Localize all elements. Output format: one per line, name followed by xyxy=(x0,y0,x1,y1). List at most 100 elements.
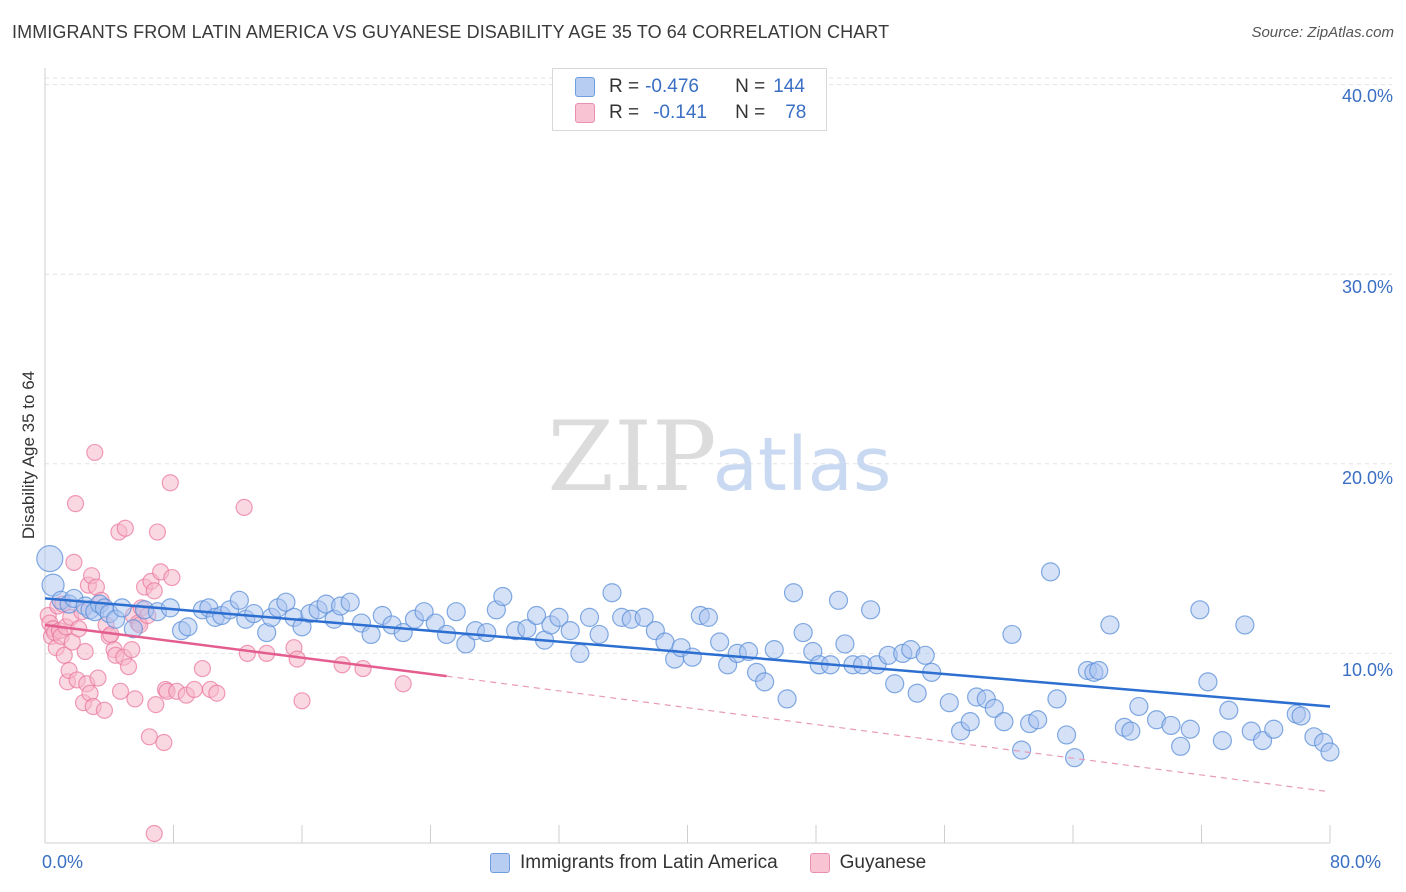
data-point-latin-america xyxy=(1056,725,1077,745)
legend-item-guyanese[interactable]: Guyanese xyxy=(809,852,927,874)
legend-item-latin-america[interactable]: Immigrants from Latin America xyxy=(490,852,778,874)
trend-lines xyxy=(44,597,1331,793)
data-point-guyanese xyxy=(161,474,179,492)
data-point-latin-america xyxy=(793,622,813,643)
legend-n-label: N = xyxy=(735,76,766,97)
data-point-latin-america xyxy=(885,674,905,694)
data-point-latin-america xyxy=(244,603,264,624)
legend-n-value: 78 xyxy=(785,102,807,123)
data-point-latin-america xyxy=(36,544,64,573)
data-point-latin-america xyxy=(1011,740,1032,760)
data-point-latin-america xyxy=(436,624,457,645)
data-point-latin-america xyxy=(446,602,466,622)
data-point-guyanese xyxy=(163,568,181,587)
legend-swatch-pink xyxy=(809,853,830,873)
series-legend: Immigrants from Latin America Guyanese xyxy=(490,852,958,874)
data-point-guyanese xyxy=(238,644,256,663)
data-point-guyanese xyxy=(193,659,212,678)
data-point-latin-america xyxy=(1002,624,1022,645)
data-point-latin-america xyxy=(112,598,132,618)
data-point-latin-america xyxy=(1219,700,1239,720)
data-point-latin-america xyxy=(123,619,143,639)
trend-line-guyanese-extension xyxy=(446,675,1331,793)
chart-title: IMMIGRANTS FROM LATIN AMERICA VS GUYANES… xyxy=(12,22,890,42)
y-tick-20: 20.0% xyxy=(1341,468,1393,488)
data-point-guyanese xyxy=(116,519,134,537)
legend-r-label: R = xyxy=(609,102,640,123)
data-point-guyanese xyxy=(55,646,73,664)
data-point-latin-america xyxy=(1129,696,1149,717)
y-tick-10: 10.0% xyxy=(1341,660,1393,680)
data-point-latin-america xyxy=(835,634,855,654)
data-point-latin-america xyxy=(579,607,600,627)
data-point-latin-america xyxy=(1190,600,1210,620)
series-guyanese-points xyxy=(39,443,412,843)
legend-row-guyanese: R = -0.141 N = 78 xyxy=(575,101,806,125)
data-point-latin-america xyxy=(1198,672,1218,692)
y-tick-40: 40.0% xyxy=(1341,86,1393,106)
data-point-latin-america xyxy=(1252,731,1273,751)
data-point-latin-america xyxy=(493,586,513,607)
data-point-latin-america xyxy=(414,602,434,622)
data-point-guyanese xyxy=(208,684,226,702)
data-point-latin-america xyxy=(960,712,980,732)
data-point-latin-america xyxy=(783,583,804,603)
data-point-latin-america xyxy=(1028,710,1048,730)
data-point-latin-america xyxy=(276,592,296,612)
watermark: ZIP atlas xyxy=(547,401,891,513)
x-tick-min: 0.0% xyxy=(42,852,84,872)
data-point-latin-america xyxy=(602,583,622,603)
data-point-latin-america xyxy=(861,600,881,620)
data-point-latin-america xyxy=(682,647,702,667)
data-point-latin-america xyxy=(560,621,580,641)
data-point-latin-america xyxy=(1065,748,1085,768)
data-point-latin-america xyxy=(570,643,590,664)
data-point-latin-america xyxy=(1291,706,1311,726)
data-point-guyanese xyxy=(111,682,130,700)
legend-n-value: 144 xyxy=(773,76,805,97)
legend-label-latin-america: Immigrants from Latin America xyxy=(520,852,778,873)
y-axis-label: Disability Age 35 to 64 xyxy=(19,370,38,540)
data-point-latin-america xyxy=(764,640,784,660)
data-point-guyanese xyxy=(185,680,203,699)
data-point-latin-america xyxy=(777,689,797,709)
data-point-latin-america xyxy=(1212,731,1232,751)
data-point-guyanese xyxy=(126,690,144,708)
data-point-guyanese xyxy=(123,641,141,659)
data-point-guyanese xyxy=(76,642,94,661)
data-point-guyanese xyxy=(354,659,372,678)
data-point-latin-america xyxy=(984,698,1004,718)
legend-r-value: -0.476 xyxy=(645,76,699,97)
legend-r-value: -0.141 xyxy=(653,102,707,123)
data-point-latin-america xyxy=(1047,689,1067,709)
data-point-latin-america xyxy=(1040,562,1061,582)
data-point-guyanese xyxy=(155,733,173,752)
data-point-latin-america xyxy=(229,590,249,610)
data-point-guyanese xyxy=(394,675,412,693)
data-point-latin-america xyxy=(549,607,569,627)
x-tick-max: 80.0% xyxy=(1330,852,1382,872)
data-point-latin-america xyxy=(907,683,927,703)
trend-line-guyanese xyxy=(44,623,447,678)
legend-label-guyanese: Guyanese xyxy=(839,852,927,873)
data-point-latin-america xyxy=(1161,715,1181,736)
data-point-guyanese xyxy=(66,495,85,513)
data-point-latin-america xyxy=(828,590,849,610)
data-point-guyanese xyxy=(95,701,114,719)
data-point-guyanese xyxy=(65,553,83,571)
data-point-guyanese xyxy=(145,582,163,600)
data-point-latin-america xyxy=(994,712,1014,732)
legend-swatch-blue xyxy=(490,853,510,873)
data-point-latin-america xyxy=(1264,719,1284,739)
legend-swatch-pink xyxy=(575,103,595,123)
data-point-guyanese xyxy=(89,669,107,687)
trend-line-latin-america xyxy=(44,597,1331,708)
data-point-guyanese xyxy=(86,443,104,462)
data-point-latin-america xyxy=(526,605,547,626)
data-point-guyanese xyxy=(119,658,138,676)
watermark-zip: ZIP xyxy=(547,401,716,513)
data-point-latin-america xyxy=(1180,719,1200,739)
data-point-latin-america xyxy=(1320,742,1340,762)
data-point-latin-america xyxy=(178,617,198,637)
